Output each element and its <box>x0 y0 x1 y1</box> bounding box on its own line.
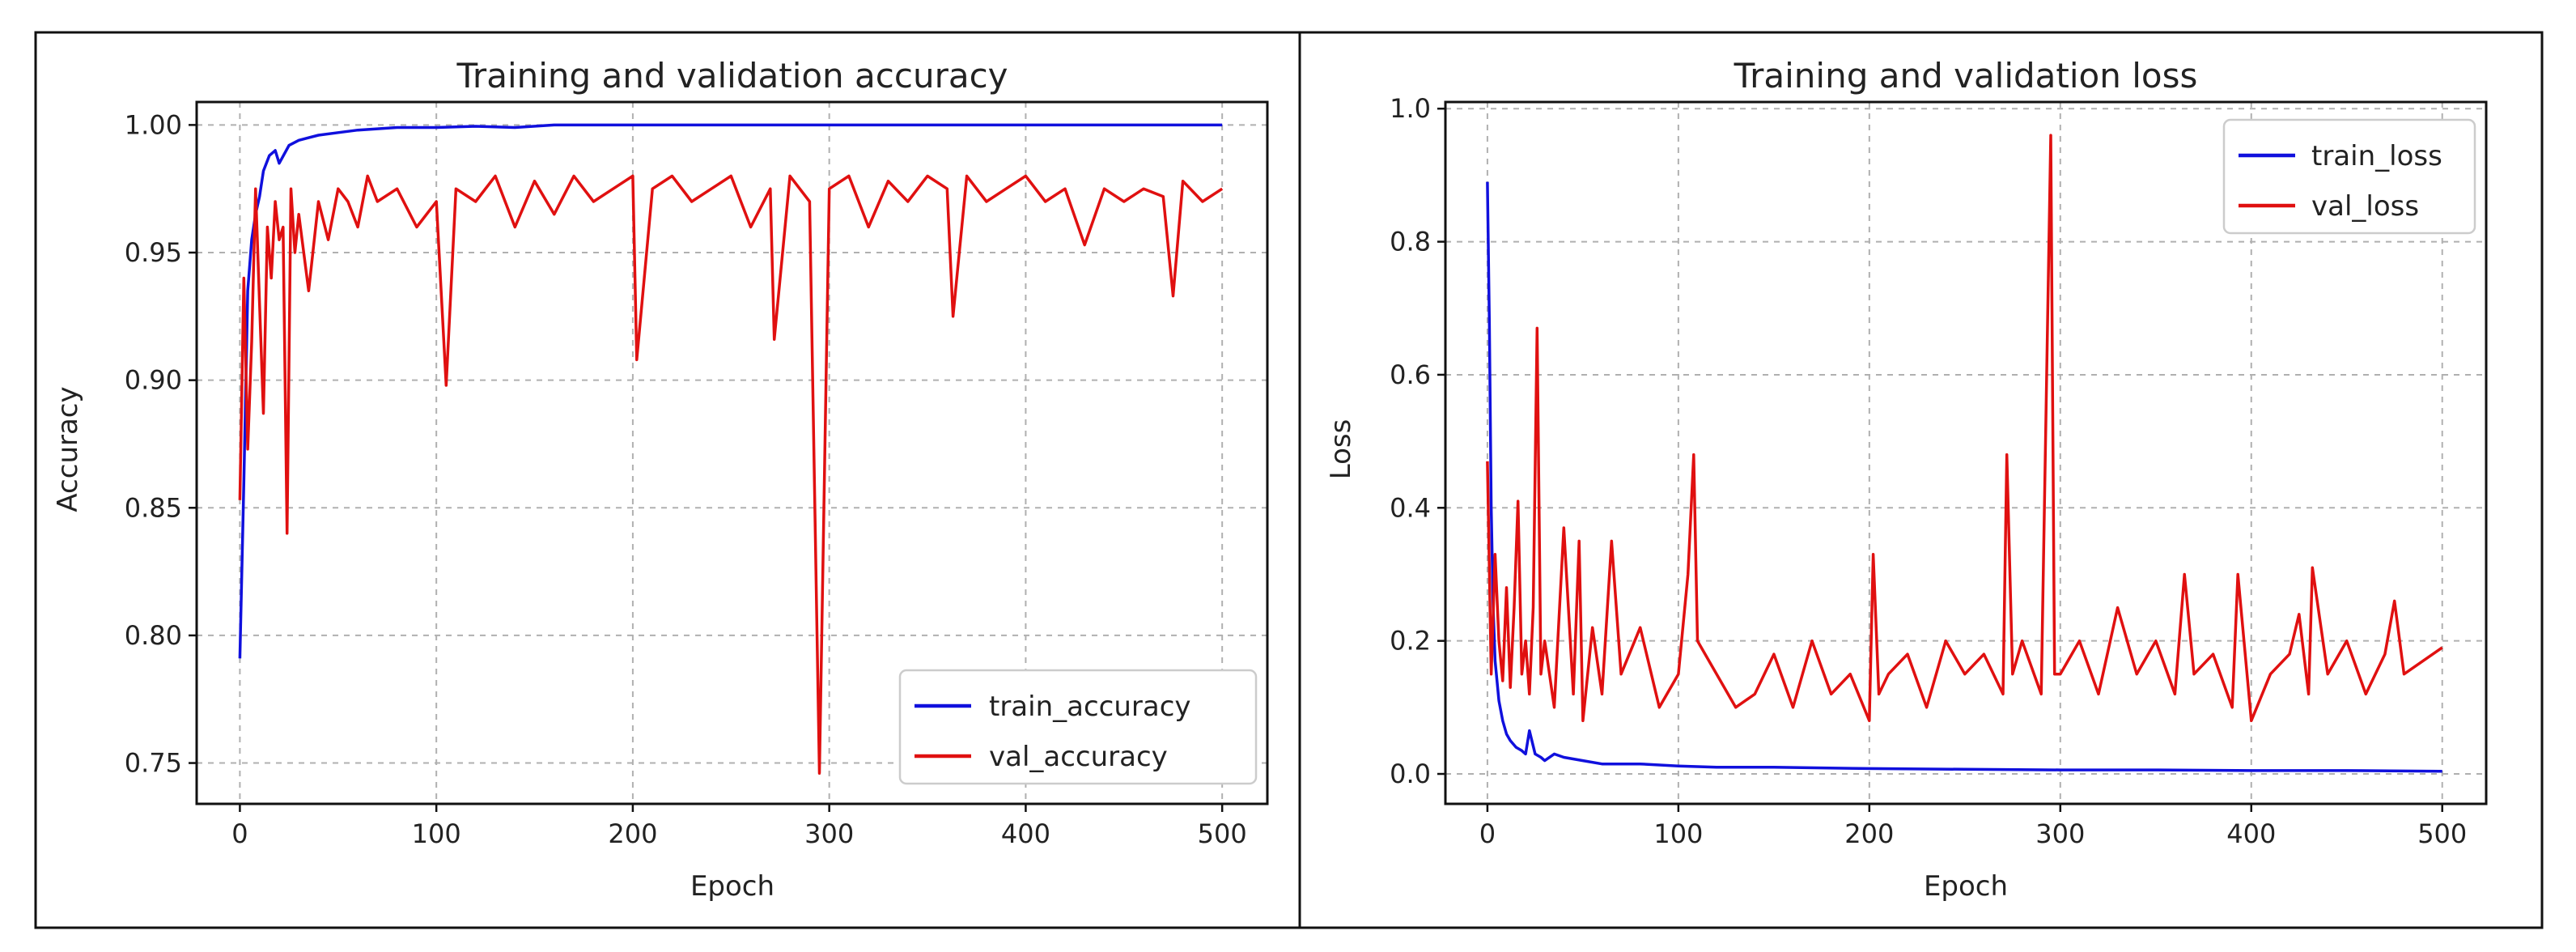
y-axis-label: Accuracy <box>52 386 84 512</box>
legend-label-val-accuracy: val_accuracy <box>989 741 1168 773</box>
series-line-train-loss <box>1486 181 2442 773</box>
loss-chart: Training and validation loss Epoch Loss … <box>1325 56 2488 903</box>
series-lines <box>1486 134 2443 773</box>
x-tick-label: 100 <box>412 818 461 849</box>
chart-title: Training and validation accuracy <box>456 56 1008 96</box>
y-tick-label: 0.95 <box>125 237 182 268</box>
x-tick-label: 500 <box>1198 818 1247 849</box>
series-lines <box>238 123 1224 775</box>
x-tick-label: 0 <box>231 818 248 849</box>
x-tick-label: 200 <box>608 818 657 849</box>
y-tick-label: 1.00 <box>125 109 182 140</box>
figure-border <box>34 31 2544 929</box>
legend-label-train-loss: train_loss <box>2311 140 2442 172</box>
plot-frame <box>1444 100 2488 805</box>
y-tick-label: 0.0 <box>1390 759 1431 789</box>
series-line-val-accuracy <box>238 174 1224 775</box>
legend: train_loss val_loss <box>2222 118 2476 235</box>
ticks: 0 100 200 300 400 500 0.0 0.2 0.4 0.6 0.8 1.0 <box>1390 93 2467 849</box>
x-axis-label: Epoch <box>1924 870 2008 903</box>
x-tick-label: 400 <box>2226 818 2276 849</box>
y-tick-label: 0.2 <box>1390 626 1431 657</box>
legend-box <box>898 669 1258 785</box>
legend: train_accuracy val_accuracy <box>898 669 1258 785</box>
y-tick-label: 0.8 <box>1390 227 1431 257</box>
x-tick-label: 100 <box>1653 818 1703 849</box>
ticks: 0 100 200 300 400 500 0.75 0.80 0.85 0.90 0.95 1.00 <box>125 109 1247 849</box>
y-tick-label: 0.90 <box>125 365 182 396</box>
accuracy-chart: Training and validation accuracy Epoch A… <box>52 56 1269 903</box>
x-tick-label: 400 <box>1001 818 1050 849</box>
x-tick-label: 200 <box>1844 818 1894 849</box>
y-axis-label: Loss <box>1325 419 1357 480</box>
x-tick-label: 300 <box>804 818 854 849</box>
x-tick-label: 0 <box>1479 818 1496 849</box>
legend-label-train-accuracy: train_accuracy <box>989 691 1191 723</box>
y-tick-label: 1.0 <box>1390 93 1431 124</box>
series-line-val-loss <box>1486 134 2443 723</box>
legend-label-val-loss: val_loss <box>2311 190 2419 223</box>
y-tick-label: 0.75 <box>125 748 182 779</box>
y-tick-label: 0.4 <box>1390 492 1431 523</box>
chart-title: Training and validation loss <box>1734 56 2198 96</box>
x-axis-label: Epoch <box>690 870 774 903</box>
y-tick-label: 0.6 <box>1390 359 1431 390</box>
y-tick-label: 0.85 <box>125 492 182 523</box>
x-tick-label: 300 <box>2035 818 2085 849</box>
y-tick-label: 0.80 <box>125 620 182 651</box>
plot-frame <box>195 100 1269 805</box>
x-tick-label: 500 <box>2417 818 2467 849</box>
